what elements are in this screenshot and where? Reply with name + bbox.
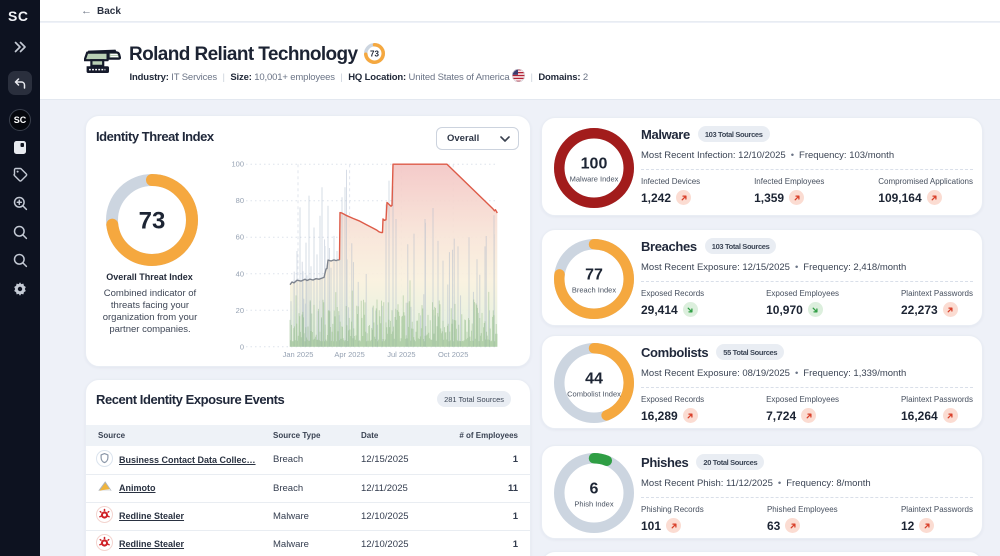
svg-text:Breach Index: Breach Index: [572, 285, 616, 294]
svg-text:Apr 2025: Apr 2025: [334, 350, 364, 359]
svg-text:0: 0: [240, 342, 244, 351]
svg-text:44: 44: [585, 371, 603, 388]
svg-text:77: 77: [585, 266, 603, 283]
svg-text:Jan 2025: Jan 2025: [283, 350, 314, 359]
svg-text:20: 20: [236, 306, 244, 315]
svg-text:Phish Index: Phish Index: [574, 500, 613, 509]
svg-text:73: 73: [139, 207, 166, 234]
svg-text:SC: SC: [8, 9, 28, 24]
svg-text:73: 73: [370, 49, 379, 58]
svg-text:100: 100: [231, 160, 244, 169]
svg-text:40: 40: [236, 269, 244, 278]
svg-text:Malware Index: Malware Index: [570, 174, 619, 183]
svg-text:60: 60: [236, 233, 244, 242]
svg-text:6: 6: [590, 481, 599, 498]
svg-text:Oct 2025: Oct 2025: [438, 350, 468, 359]
svg-text:80: 80: [236, 196, 244, 205]
svg-text:Combolist Index: Combolist Index: [567, 390, 621, 399]
svg-text:100: 100: [581, 155, 608, 172]
svg-text:Jul 2025: Jul 2025: [387, 350, 415, 359]
